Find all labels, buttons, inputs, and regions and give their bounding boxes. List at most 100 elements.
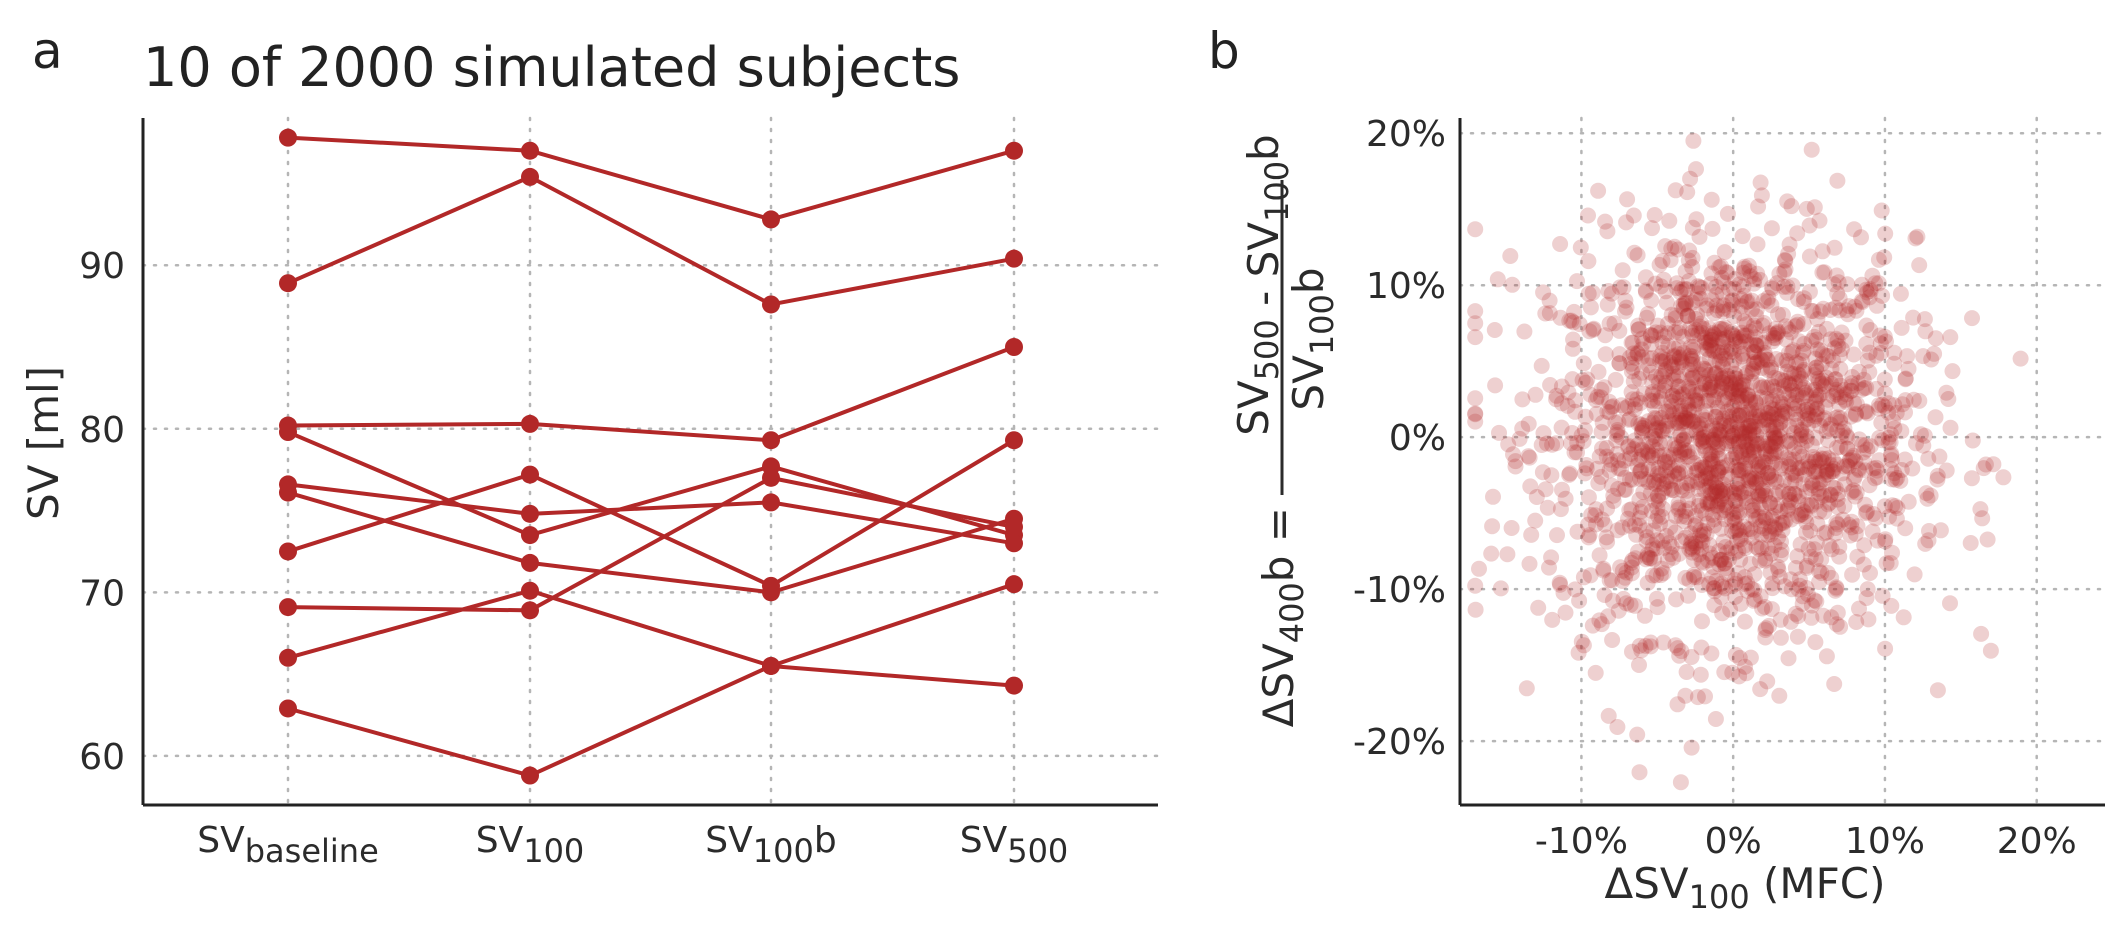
scatter-point-1235 [1657, 374, 1674, 391]
scatter-point-1731 [1690, 461, 1707, 478]
scatter-point-375 [1739, 575, 1756, 592]
scatter-point-1589 [1793, 426, 1810, 443]
scatter-point-793 [1766, 329, 1783, 346]
scatter-point-1103 [1693, 553, 1710, 570]
scatter-point-425 [1828, 456, 1845, 473]
scatter-point-593 [1685, 338, 1702, 355]
scatter-point-1164 [1772, 460, 1789, 477]
scatter-point-1973 [1471, 560, 1487, 577]
scatter-point-1547 [1714, 284, 1731, 301]
scatter-point-1651 [1684, 413, 1701, 430]
scatter-point-1087 [1881, 508, 1897, 525]
scatter-point-422 [1715, 417, 1732, 434]
scatter-point-148 [1738, 390, 1755, 407]
scatter-point-1011 [1797, 384, 1814, 401]
scatter-point-401 [1693, 471, 1710, 488]
scatter-point-1020 [1786, 485, 1803, 502]
scatter-point-204 [1561, 312, 1578, 329]
scatter-point-1313 [1677, 463, 1694, 479]
scatter-point-1254 [1621, 411, 1637, 428]
scatter-point-1040 [1693, 382, 1710, 399]
scatter-point-1687 [1487, 377, 1504, 394]
scatter-point-1286 [1808, 331, 1825, 348]
scatter-point-693 [1833, 428, 1850, 444]
series-line-2 [287, 345, 1015, 443]
scatter-point-873 [1882, 434, 1899, 451]
scatter-point-1206 [1972, 501, 1989, 518]
scatter-point-855 [1608, 426, 1625, 443]
scatter-point-1602 [1553, 395, 1570, 412]
scatter-point-163 [1623, 554, 1640, 571]
scatter-point-552 [1658, 473, 1675, 490]
scatter-point-1648 [1883, 452, 1900, 469]
scatter-point-1324 [1624, 334, 1641, 351]
scatter-point-1339 [1798, 401, 1815, 418]
scatter-point-459 [1640, 447, 1657, 464]
scatter-point-1530 [1724, 511, 1741, 528]
scatter-point-279 [1566, 303, 1583, 320]
scatter-point-1926 [1774, 406, 1791, 422]
scatter-point-1922 [1670, 339, 1687, 356]
scatter-point-1140 [1780, 321, 1797, 338]
scatter-point-1183 [1906, 566, 1923, 583]
scatter-point-705 [1738, 494, 1755, 511]
scatter-point-1642 [1837, 332, 1854, 349]
scatter-point-816 [1790, 291, 1807, 308]
scatter-point-1942 [1916, 427, 1933, 444]
scatter-point-521 [1763, 279, 1780, 296]
scatter-point-1689 [1564, 371, 1581, 388]
series-line-3 [287, 430, 1015, 538]
scatter-point-707 [1603, 285, 1620, 302]
scatter-point-23 [1763, 438, 1780, 455]
scatter-point-1633 [1714, 605, 1731, 622]
scatter-point-1523 [1591, 612, 1608, 629]
scatter-point-879 [1695, 438, 1712, 455]
scatter-point-1637 [1853, 436, 1870, 453]
scatter-point-1398 [1820, 432, 1837, 449]
scatter-point-1083 [1694, 459, 1710, 476]
scatter-point-1890 [1868, 459, 1885, 476]
scatter-point-1539 [1603, 477, 1620, 494]
scatter-point-1756 [1752, 681, 1769, 698]
scatter-point-1482 [1850, 462, 1867, 479]
scatter-point-1077 [1467, 413, 1484, 430]
scatter-point-1350 [1723, 357, 1740, 374]
scatter-point-529 [1666, 340, 1683, 357]
scatter-point-152 [1633, 349, 1650, 366]
scatter-point-769 [1740, 442, 1757, 459]
scatter-point-1094 [1836, 476, 1853, 493]
scatter-point-1380 [1897, 370, 1914, 387]
scatter-point-883 [1756, 315, 1772, 331]
scatter-point-1154 [1702, 470, 1719, 487]
scatter-point-589 [1763, 377, 1780, 394]
scatter-point-646 [1673, 352, 1690, 369]
scatter-point-146 [1832, 410, 1849, 427]
scatter-point-467 [1726, 398, 1743, 415]
scatter-point-1941 [1766, 445, 1783, 462]
scatter-point-1531 [1840, 516, 1857, 533]
scatter-point-597 [1601, 315, 1618, 332]
scatter-point-340 [1766, 427, 1783, 444]
scatter-point-1757 [1625, 441, 1642, 458]
scatter-point-306 [1754, 600, 1771, 617]
scatter-point-1866 [1680, 492, 1696, 509]
scatter-point-254 [1684, 259, 1701, 275]
scatter-point-452 [1633, 448, 1650, 465]
scatter-point-1831 [1668, 591, 1685, 608]
scatter-point-1862 [1608, 445, 1625, 462]
scatter-point-1060 [1655, 271, 1672, 288]
scatter-point-895 [1774, 396, 1791, 413]
scatter-point-919 [1521, 555, 1538, 572]
scatter-point-586 [1771, 265, 1788, 282]
scatter-point-1075 [1747, 474, 1764, 491]
scatter-point-1656 [1671, 320, 1688, 336]
scatter-point-57 [1789, 397, 1806, 414]
scatter-point-1238 [1807, 551, 1824, 567]
scatter-point-859 [1678, 410, 1695, 427]
scatter-point-1748 [1838, 393, 1855, 410]
scatter-point-1322 [1995, 469, 2012, 486]
scatter-point-744 [1667, 440, 1684, 457]
scatter-point-758 [1733, 298, 1750, 315]
